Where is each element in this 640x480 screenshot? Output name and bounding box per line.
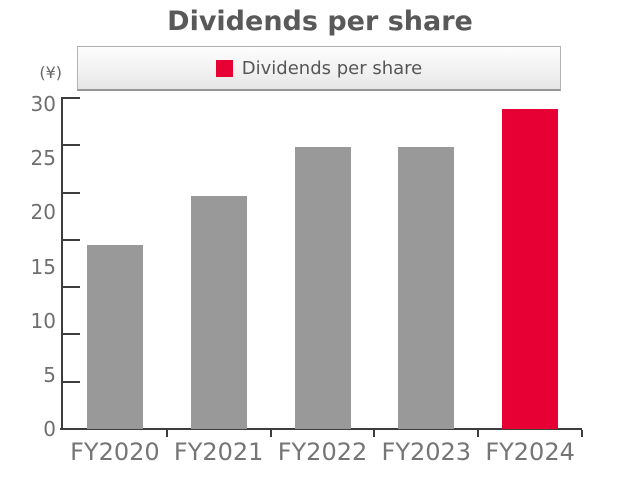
legend-label: Dividends per share (241, 57, 423, 79)
x-axis-tick (477, 430, 480, 437)
y-axis-tick (63, 286, 80, 289)
y-axis-tick (63, 333, 80, 336)
y-axis-label-20: 20 (30, 200, 56, 225)
bar-fy2024 (502, 109, 559, 429)
y-axis-tick (63, 380, 80, 383)
bar-fy2020 (86, 244, 143, 429)
bar-fy2023 (398, 147, 455, 429)
x-axis-label-fy2023: FY2023 (381, 438, 472, 466)
y-axis-label-0: 0 (43, 417, 56, 441)
chart-title: Dividends per share (167, 6, 473, 37)
y-axis-unit-label: (¥) (39, 63, 62, 82)
x-axis-tick (269, 430, 272, 437)
y-axis-line (61, 97, 63, 430)
y-axis-tick (63, 428, 80, 430)
y-axis-tick (63, 144, 80, 147)
x-axis-line (60, 428, 582, 430)
y-axis-label-10: 10 (30, 308, 56, 333)
legend-marker-swatch (215, 59, 233, 77)
bar-fy2022 (294, 147, 351, 429)
y-axis-label-25: 25 (30, 146, 56, 171)
x-axis-label-fy2020: FY2020 (70, 438, 160, 466)
x-axis-label-fy2024: FY2024 (485, 438, 575, 466)
y-axis-tick (63, 97, 80, 99)
y-axis-label-30: 30 (30, 92, 56, 116)
x-axis-label-fy2021: FY2021 (173, 438, 264, 466)
x-axis-tick (373, 430, 376, 437)
bar-fy2021 (190, 196, 247, 429)
x-axis-tick (581, 430, 583, 437)
y-axis-tick (63, 238, 80, 241)
y-axis-tick (63, 191, 80, 194)
x-axis-tick (165, 430, 168, 437)
y-axis-label-15: 15 (30, 254, 56, 279)
x-axis-label-fy2022: FY2022 (277, 438, 368, 466)
legend-box: Dividends per share (77, 46, 561, 91)
y-axis-label-5: 5 (43, 362, 56, 387)
